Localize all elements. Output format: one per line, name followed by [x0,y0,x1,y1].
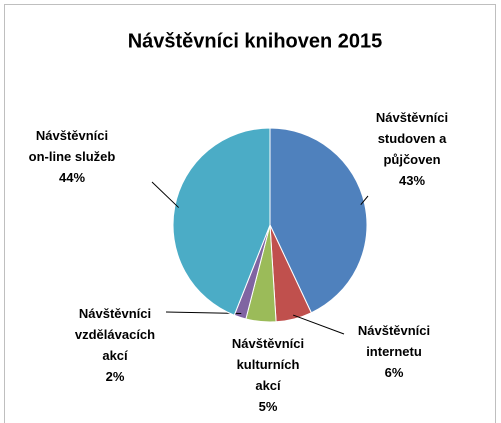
value-label: 6% [384,365,404,380]
pie-slice [172,127,271,316]
slice-label: Návštěvníci kulturních akcí 5% [224,333,312,417]
value-label: 2% [105,369,125,384]
slice-label: Návštěvníci internetu 6% [350,320,438,383]
leader-line [151,181,179,208]
pie-slice [269,127,368,314]
category-label: Návštěvníci internetu [357,323,431,359]
slice-label: Návštěvníci vzdělávacích akcí 2% [71,303,159,387]
value-label: 44% [58,170,86,185]
leader-line [360,195,369,206]
leader-line [292,314,345,335]
value-label: 5% [258,399,278,414]
slice-label: Návštěvníci studoven a půjčoven 43% [368,107,456,191]
value-label: 43% [398,173,426,188]
slice-label: Návštěvníci on-line služeb 44% [28,125,116,188]
category-label: Návštěvníci vzdělávacích akcí [74,306,156,363]
category-label: Návštěvníci on-line služeb [28,128,116,164]
chart-title: Návštěvníci knihoven 2015 [128,30,383,52]
category-label: Návštěvníci kulturních akcí [231,336,305,393]
category-label: Návštěvníci studoven a půjčoven [375,110,449,167]
